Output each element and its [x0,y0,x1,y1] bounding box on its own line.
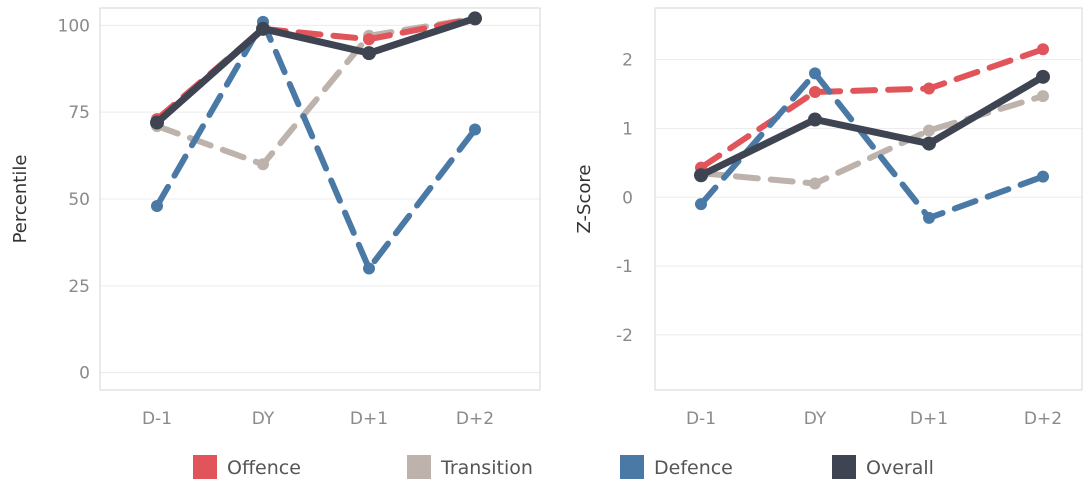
percentile-y-tick-label: 50 [68,190,90,210]
zscore-data-point-overall [922,136,936,151]
zscore-data-point-transition [1037,90,1049,103]
legend-swatch-defence [620,455,644,479]
percentile-data-point-overall [256,21,270,36]
percentile-plot-frame [99,7,541,391]
legend-swatch-transition [407,455,431,479]
zscore-x-tick-label: D-1 [686,409,716,429]
percentile-x-tick-label: D-1 [142,409,172,429]
percentile-data-point-offence [363,33,375,46]
legend-label-overall: Overall [866,457,934,479]
zscore-series-line-overall [697,73,1047,179]
percentile-y-axis-title: Percentile [10,155,31,244]
zscore-data-point-offence [923,82,935,95]
percentile-y-tick-label: 25 [68,277,90,297]
zscore-data-point-defence [923,211,935,224]
percentile-data-point-overall [362,46,376,61]
percentile-data-point-overall [150,115,164,130]
percentile-data-point-defence [469,123,481,136]
percentile-series-line-overall [153,14,479,127]
percentile-data-point-defence [363,262,375,275]
zscore-y-axis-title: Z-Score [574,165,595,234]
percentile-data-point-defence [151,199,163,212]
legend-label-defence: Defence [654,457,733,479]
zscore-data-point-defence [809,67,821,80]
percentile-y-tick-label: 75 [68,103,90,123]
zscore-data-point-transition [809,177,821,190]
zscore-data-point-offence [1037,43,1049,56]
zscore-data-point-offence [809,85,821,98]
zscore-x-tick-label: D+1 [910,409,948,429]
zscore-y-tick-label: 2 [622,51,633,71]
zscore-y-tick-label: 0 [622,188,633,208]
percentile-x-tick-label: D+1 [350,409,388,429]
percentile-y-tick-label: 100 [58,16,90,36]
percentile-data-point-transition [257,158,269,171]
zscore-y-tick-label: -2 [616,326,633,346]
percentile-data-point-overall [468,11,482,26]
zscore-y-tick-label: -1 [616,257,633,277]
legend-swatch-offence [193,455,217,479]
zscore-x-tick-label: DY [804,409,827,429]
percentile-x-tick-label: D+2 [456,409,494,429]
zscore-data-point-overall [1036,69,1050,84]
legend-swatch-overall [832,455,856,479]
zscore-x-tick-label: D+2 [1024,409,1062,429]
zscore-data-point-overall [694,168,708,183]
zscore-data-point-defence [695,198,707,211]
zscore-y-tick-label: 1 [622,119,633,139]
zscore-data-point-defence [1037,170,1049,183]
percentile-series-line-defence [154,18,478,272]
zscore-plot-frame [654,7,1083,391]
zscore-data-point-overall [808,112,822,127]
percentile-y-tick-label: 0 [79,364,90,384]
zscore-series-line-defence [698,70,1046,221]
zscore-data-point-transition [923,124,935,137]
percentile-x-tick-label: DY [252,409,275,429]
legend-label-transition: Transition [440,457,533,479]
zscore-series-line-offence [698,46,1046,171]
legend-label-offence: Offence [227,457,301,479]
